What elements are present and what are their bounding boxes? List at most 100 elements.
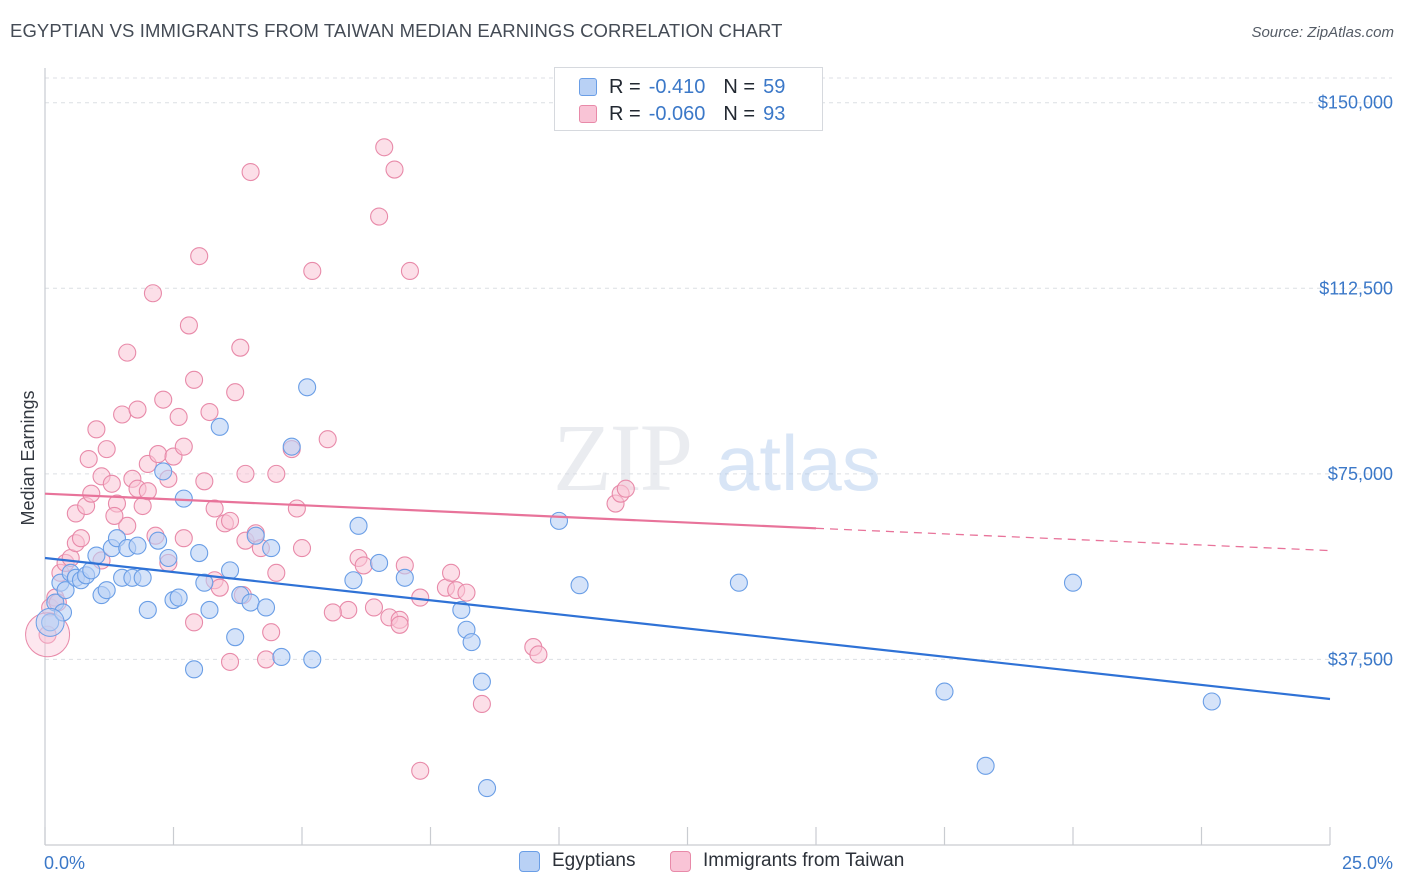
egyptians-point xyxy=(452,600,471,620)
bottom-legend-swatch-taiwan xyxy=(670,850,691,872)
taiwan-point xyxy=(364,598,384,617)
y-tick-label: $112,500 xyxy=(1319,278,1393,298)
taiwan-point xyxy=(226,383,245,402)
taiwan-point xyxy=(118,516,137,535)
egyptians-point xyxy=(138,600,157,620)
taiwan-point xyxy=(195,472,214,491)
taiwan-point xyxy=(102,474,121,493)
taiwan-point xyxy=(185,370,204,389)
egyptians-point xyxy=(56,581,75,600)
bottom-legend-label-taiwan: Immigrants from Taiwan xyxy=(703,850,905,871)
taiwan-point xyxy=(303,261,322,281)
taiwan-point xyxy=(113,405,132,424)
trendlines xyxy=(44,492,1331,701)
tick-labels: $37,500 $75,000 $112,500 $150,000 0.0% 25.0% xyxy=(44,93,1393,873)
taiwan-trendline xyxy=(44,492,817,530)
egyptians-point xyxy=(185,660,204,679)
taiwan-point xyxy=(169,407,188,427)
taiwan-point xyxy=(267,464,286,483)
egyptians-point xyxy=(159,548,178,568)
egyptians-point xyxy=(272,647,291,667)
bottom-legend-label-egyptians: Egyptians xyxy=(552,850,636,871)
taiwan-point xyxy=(457,583,476,602)
egyptians-trendline xyxy=(44,556,1331,701)
legend-n-label: N = xyxy=(723,75,756,98)
bottom-legend-swatch-egyptians xyxy=(519,850,540,872)
taiwan-point xyxy=(318,430,337,449)
taiwan-point xyxy=(370,207,389,226)
legend: R = -0.410 N = 59 R = -0.060 N = 93 xyxy=(554,67,823,131)
taiwan-point xyxy=(292,539,312,558)
egyptians-point-cluster xyxy=(35,607,65,637)
taiwan-point xyxy=(138,482,157,501)
egyptians-point xyxy=(169,588,188,607)
watermark-atlas: atlas xyxy=(716,419,881,507)
taiwan-point xyxy=(87,420,106,439)
legend-r-label: R = xyxy=(609,102,641,125)
taiwan-point xyxy=(79,449,98,469)
egyptians-point xyxy=(282,437,301,456)
egyptians-point xyxy=(549,511,569,530)
taiwan-point xyxy=(190,247,209,266)
taiwan-point xyxy=(231,338,250,357)
y-tick-label: $75,000 xyxy=(1328,464,1393,484)
chart-title: EGYPTIAN VS IMMIGRANTS FROM TAIWAN MEDIA… xyxy=(10,20,783,41)
taiwan-point xyxy=(179,316,198,335)
egyptians-point xyxy=(128,536,147,555)
bottom-legend-taiwan[interactable]: Immigrants from Taiwan xyxy=(670,850,904,872)
axes xyxy=(44,68,1331,846)
legend-row-egyptians: R = -0.410 N = 59 xyxy=(579,74,785,100)
egyptians-point xyxy=(262,539,281,558)
legend-r-value-taiwan: -0.060 xyxy=(648,102,706,125)
legend-n-label: N = xyxy=(723,102,756,125)
taiwan-point xyxy=(442,563,461,582)
taiwan-point xyxy=(339,600,358,620)
egyptians-point xyxy=(395,568,414,587)
taiwan-point xyxy=(143,284,162,303)
x-tick-label-min: 0.0% xyxy=(44,853,85,873)
egyptians-point xyxy=(220,561,240,580)
egyptians-point xyxy=(1202,692,1221,711)
taiwan-point xyxy=(220,652,240,671)
taiwan-point xyxy=(385,160,404,179)
taiwan-point xyxy=(472,694,491,714)
egyptians-point xyxy=(133,568,152,587)
bottom-legend: Egyptians Immigrants from Taiwan xyxy=(0,850,1406,878)
taiwan-point xyxy=(262,623,281,642)
taiwan-point xyxy=(200,402,219,422)
egyptians-point xyxy=(256,598,276,617)
chart-source: Source: ZipAtlas.com xyxy=(1251,24,1394,41)
egyptians-point xyxy=(729,573,748,592)
taiwan-point xyxy=(154,390,173,409)
legend-r-value-egyptians: -0.410 xyxy=(648,75,706,98)
taiwan-point xyxy=(287,499,306,518)
legend-n-value-taiwan: 93 xyxy=(763,102,786,125)
y-tick-label: $37,500 xyxy=(1328,649,1393,669)
legend-swatch-taiwan xyxy=(579,105,597,123)
egyptians-point xyxy=(349,516,368,535)
y-tick-label: $150,000 xyxy=(1318,93,1393,113)
egyptians-point xyxy=(298,378,317,397)
taiwan-point xyxy=(118,343,137,362)
taiwan-point xyxy=(400,261,419,281)
taiwan-point xyxy=(149,445,168,464)
taiwan-trendline-extension xyxy=(815,527,1331,552)
egyptians-point xyxy=(570,576,589,595)
egyptians-point xyxy=(241,593,260,612)
taiwan-point xyxy=(390,615,409,634)
bottom-legend-egyptians[interactable]: Egyptians xyxy=(519,850,635,872)
egyptians-point xyxy=(97,581,116,600)
taiwan-point xyxy=(529,645,548,664)
egyptians-point xyxy=(462,633,481,652)
legend-r-label: R = xyxy=(609,75,641,98)
taiwan-point xyxy=(97,440,116,459)
taiwan-point xyxy=(375,138,394,157)
taiwan-point xyxy=(256,650,276,669)
egyptians-point xyxy=(246,526,265,545)
series-egyptians-points xyxy=(35,378,1221,798)
egyptians-point xyxy=(210,417,229,436)
taiwan-point xyxy=(267,563,286,582)
egyptians-point xyxy=(154,462,173,481)
egyptians-point xyxy=(472,672,491,691)
